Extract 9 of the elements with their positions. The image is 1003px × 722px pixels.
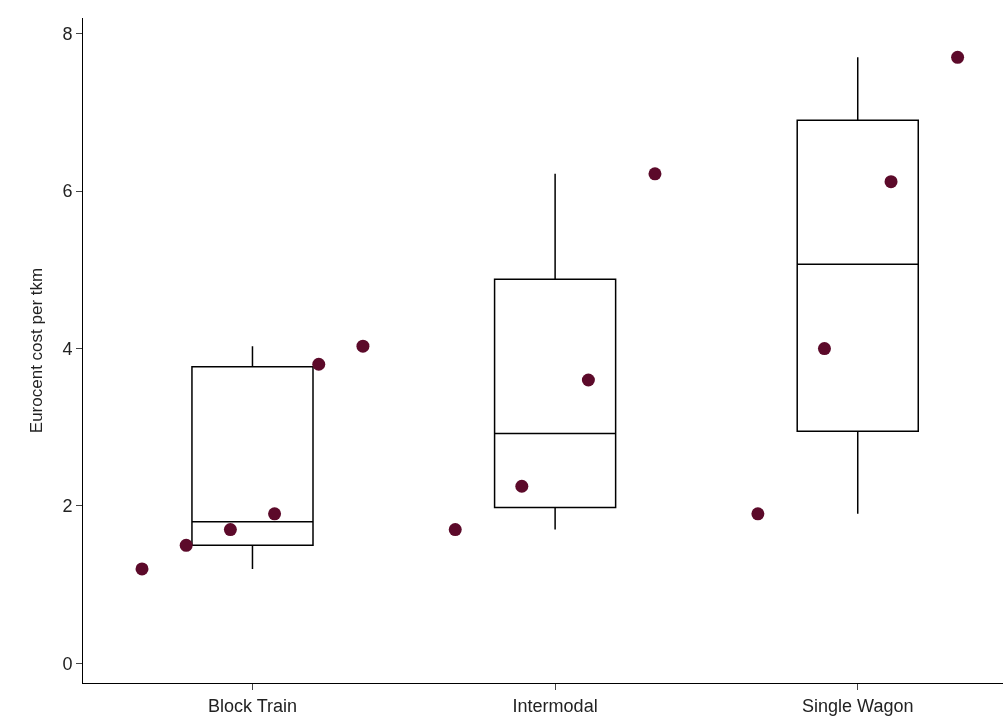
y-tick-label: 4 (62, 338, 73, 359)
y-tick-label: 8 (62, 24, 73, 45)
x-tick-label: Intermodal (512, 695, 598, 716)
y-tick-label: 0 (62, 653, 73, 674)
y-tick-label: 6 (62, 181, 73, 202)
x-tick-label: Block Train (207, 695, 297, 716)
x-tick-label: Single Wagon (802, 695, 914, 716)
y-axis-title: Eurocent cost per tkm (26, 267, 46, 434)
y-tick-label: 2 (62, 496, 73, 517)
